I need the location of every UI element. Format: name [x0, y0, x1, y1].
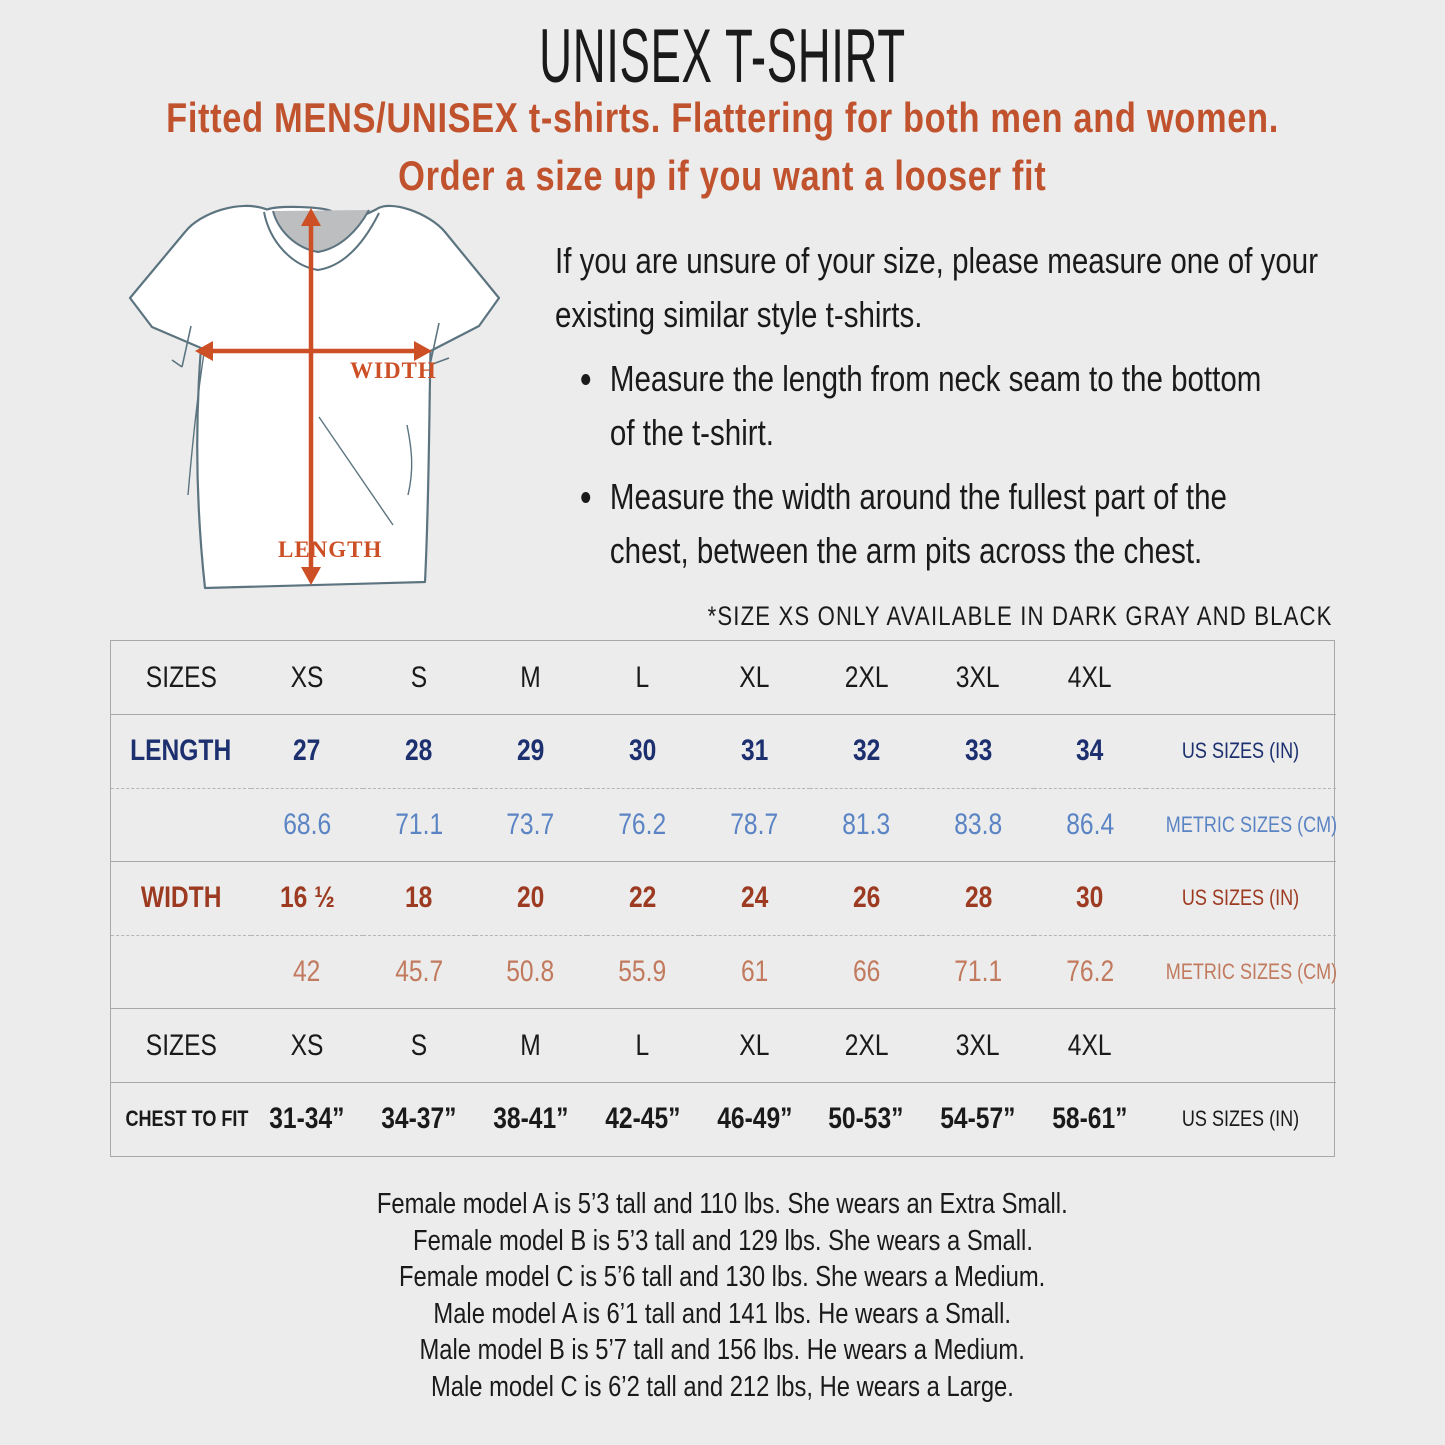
svg-text:WIDTH: WIDTH	[350, 358, 437, 383]
svg-text:LENGTH: LENGTH	[278, 537, 382, 562]
